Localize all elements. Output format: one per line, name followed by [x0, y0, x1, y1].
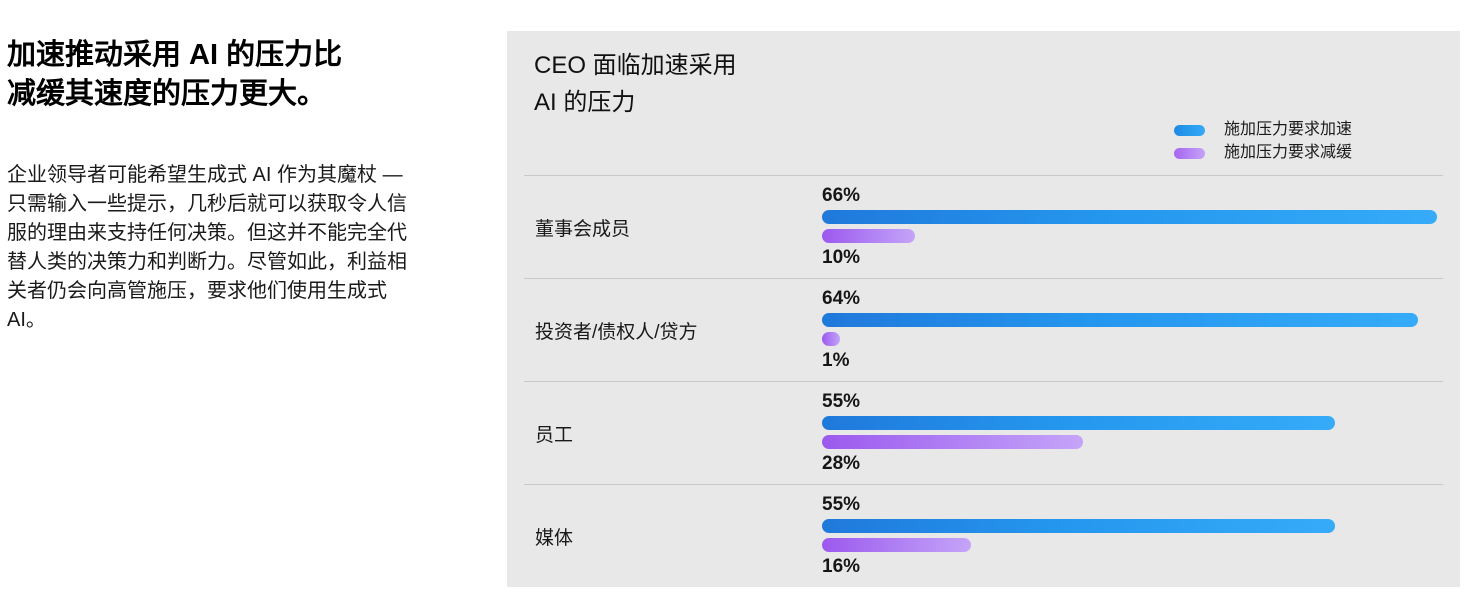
- chart-row: 员工 55% 28%: [524, 381, 1443, 484]
- chart-legend: 施加压力要求加速 施加压力要求减缓: [1173, 121, 1352, 161]
- decelerate-bar: [822, 229, 916, 243]
- decelerate-value-label: 16%: [822, 556, 861, 577]
- chart-row: 投资者/债权人/贷方 64% 1%: [524, 278, 1443, 381]
- accelerate-value-label: 55%: [822, 494, 861, 515]
- accelerate-value-label: 55%: [822, 391, 861, 412]
- bar-group: 55% 28%: [822, 391, 1471, 475]
- bar-group: 64% 1%: [822, 288, 1471, 372]
- intro-line: 企业领导者可能希望生成式 AI 作为其魔杖 —: [7, 164, 403, 186]
- chart-row: 媒体 55% 16%: [524, 484, 1443, 587]
- chart-title-line-1: CEO 面临加速采用: [534, 52, 737, 79]
- page-title: 加速推动采用 AI 的压力比 减缓其速度的压力更大。: [7, 36, 455, 114]
- legend-swatch-accelerate-icon: [1173, 124, 1205, 136]
- intro-line: 关者仍会向高管施压，要求他们使用生成式: [7, 280, 387, 302]
- category-label: 媒体: [535, 527, 574, 549]
- accelerate-bar: [822, 210, 1438, 224]
- chart-title: CEO 面临加速采用 AI 的压力: [534, 47, 737, 175]
- chart-row: 董事会成员 66% 10%: [524, 175, 1443, 278]
- decelerate-bar: [822, 332, 840, 346]
- category-label: 员工: [535, 424, 574, 446]
- accelerate-bar: [822, 313, 1419, 327]
- intro-line: AI。: [7, 309, 46, 331]
- legend-swatch-decelerate-icon: [1173, 147, 1205, 159]
- intro-line: 替人类的决策力和判断力。尽管如此，利益相: [7, 251, 407, 273]
- chart-panel: CEO 面临加速采用 AI 的压力 施加压力要求加速 施加压力要求减缓 董事会成…: [507, 31, 1460, 587]
- bar-group: 55% 16%: [822, 494, 1471, 578]
- category-label: 董事会成员: [535, 218, 631, 240]
- legend-label-decelerate: 施加压力要求减缓: [1223, 144, 1352, 161]
- accelerate-value-label: 64%: [822, 288, 861, 309]
- legend-item-decelerate: 施加压力要求减缓: [1173, 144, 1352, 161]
- accelerate-bar: [822, 519, 1335, 533]
- intro-column: 加速推动采用 AI 的压力比 减缓其速度的压力更大。 企业领导者可能希望生成式 …: [7, 36, 455, 335]
- decelerate-bar: [822, 435, 1083, 449]
- page-title-line-2: 减缓其速度的压力更大。: [7, 78, 327, 110]
- chart-header: CEO 面临加速采用 AI 的压力 施加压力要求加速 施加压力要求减缓: [507, 31, 1460, 175]
- intro-paragraph: 企业领导者可能希望生成式 AI 作为其魔杖 — 只需输入一些提示，几秒后就可以获…: [7, 161, 455, 335]
- bar-group: 66% 10%: [822, 185, 1471, 269]
- legend-label-accelerate: 施加压力要求加速: [1223, 121, 1352, 138]
- category-label: 投资者/债权人/贷方: [535, 321, 698, 343]
- accelerate-value-label: 66%: [822, 185, 861, 206]
- decelerate-value-label: 10%: [822, 247, 861, 268]
- accelerate-bar: [822, 416, 1335, 430]
- chart-title-line-2: AI 的压力: [534, 89, 636, 116]
- decelerate-bar: [822, 538, 972, 552]
- decelerate-value-label: 1%: [822, 350, 850, 371]
- decelerate-value-label: 28%: [822, 453, 861, 474]
- legend-item-accelerate: 施加压力要求加速: [1173, 121, 1352, 138]
- page-title-line-1: 加速推动采用 AI 的压力比: [7, 39, 343, 71]
- intro-line: 只需输入一些提示，几秒后就可以获取令人信: [7, 193, 407, 215]
- chart-rows: 董事会成员 66% 10% 投资者/债权人/贷方 64% 1% 员工 55% 28% 媒体 55% 1…: [524, 175, 1443, 587]
- intro-line: 服的理由来支持任何决策。但这并不能完全代: [7, 222, 407, 244]
